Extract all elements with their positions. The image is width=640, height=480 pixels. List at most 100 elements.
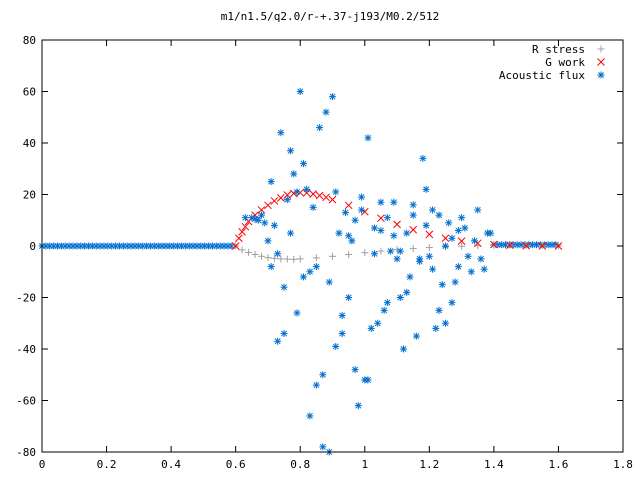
point-acoustic-flux [425,252,433,260]
point-r-stress [270,254,278,262]
point-g-work [277,193,285,202]
x-tick-label: 0 [39,458,46,471]
point-acoustic-flux [312,381,320,389]
y-tick-label: 80 [23,34,36,47]
point-acoustic-flux [293,309,301,317]
point-acoustic-flux [477,255,485,263]
point-acoustic-flux [319,371,327,379]
point-r-stress [257,252,265,260]
point-r-stress [277,255,285,263]
point-acoustic-flux [445,219,453,227]
x-tick-label: 0.4 [161,458,181,471]
point-r-stress [458,242,466,250]
point-acoustic-flux [296,88,304,95]
point-acoustic-flux [319,443,327,451]
point-acoustic-flux [274,250,282,258]
point-acoustic-flux [438,281,446,289]
point-acoustic-flux [422,221,430,229]
chart-title: m1/n1.5/q2.0/r-+.37-j193/M0.2/512 [221,10,440,23]
point-acoustic-flux [464,252,472,260]
point-acoustic-flux [309,203,317,211]
y-tick-label: 40 [23,137,36,150]
point-acoustic-flux [261,219,269,227]
legend-marker-g-work [597,58,605,66]
point-acoustic-flux [293,188,301,196]
point-acoustic-flux [429,206,437,214]
point-acoustic-flux [396,247,404,255]
legend-label: G work [545,56,585,69]
point-acoustic-flux [280,283,288,291]
point-acoustic-flux [299,160,307,168]
point-acoustic-flux [277,129,285,137]
point-g-work [409,225,418,234]
point-acoustic-flux [370,224,378,232]
point-acoustic-flux [390,198,398,206]
x-tick-label: 0.2 [97,458,117,471]
point-g-work [309,190,317,198]
point-acoustic-flux [432,324,440,332]
point-g-work [344,201,353,210]
point-acoustic-flux [351,216,359,224]
point-g-work [238,227,246,236]
point-acoustic-flux [390,232,398,240]
point-acoustic-flux [461,224,469,232]
point-acoustic-flux [267,178,275,186]
point-acoustic-flux [383,214,391,222]
point-acoustic-flux [403,229,411,237]
point-acoustic-flux [393,255,401,263]
point-acoustic-flux [299,273,307,281]
point-acoustic-flux [377,227,385,235]
point-acoustic-flux [335,229,343,237]
x-tick-label: 1.4 [484,458,504,471]
point-acoustic-flux [264,237,272,245]
point-acoustic-flux [348,237,356,245]
point-acoustic-flux [338,330,346,338]
point-acoustic-flux [341,209,349,217]
point-acoustic-flux [316,124,324,132]
point-g-work [264,201,272,210]
point-r-stress [345,250,353,258]
point-g-work [241,222,250,231]
point-acoustic-flux [332,188,340,196]
x-tick-label: 0.8 [290,458,310,471]
point-g-work [441,234,450,243]
point-acoustic-flux [312,263,320,271]
point-acoustic-flux [354,402,362,410]
point-acoustic-flux [306,412,314,420]
point-acoustic-flux [419,154,427,162]
point-acoustic-flux [280,330,288,338]
point-acoustic-flux [367,324,375,332]
point-acoustic-flux [254,216,262,224]
point-acoustic-flux [448,234,456,242]
y-tick-label: 20 [23,189,36,202]
point-g-work [315,191,324,200]
point-r-stress [490,241,498,249]
point-g-work [506,241,514,250]
point-r-stress [409,245,417,253]
point-acoustic-flux [380,306,388,314]
point-g-work [377,214,385,223]
point-acoustic-flux [454,227,462,235]
point-acoustic-flux [283,196,291,204]
point-acoustic-flux [383,299,391,307]
point-acoustic-flux [267,263,275,271]
point-g-work [425,230,434,239]
point-r-stress [283,255,291,263]
point-acoustic-flux [412,332,420,340]
point-acoustic-flux [358,206,366,214]
point-g-work [328,195,337,204]
point-acoustic-flux [364,134,372,142]
point-acoustic-flux [345,294,353,301]
legend-label: Acoustic flux [499,69,585,82]
point-acoustic-flux [287,147,295,155]
point-r-stress [245,248,253,256]
point-acoustic-flux [387,247,395,255]
x-tick-label: 0.6 [226,458,246,471]
legend-marker-acoustic-flux [597,71,605,79]
point-acoustic-flux [345,232,353,240]
point-acoustic-flux [454,263,462,271]
point-r-stress [329,252,336,260]
point-acoustic-flux [429,265,437,273]
point-g-work [322,193,330,202]
point-acoustic-flux [467,268,475,276]
